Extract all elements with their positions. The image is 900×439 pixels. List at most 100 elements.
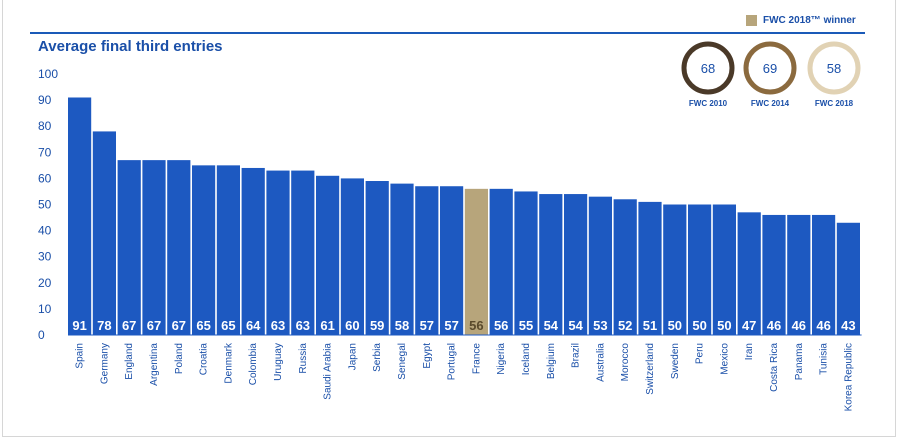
y-tick-label-0: 0 xyxy=(38,328,45,342)
bar-value-portugal: 57 xyxy=(444,318,458,333)
ring-label-2: FWC 2014 xyxy=(751,99,790,108)
y-tick-label-80: 80 xyxy=(38,119,52,133)
bar-costa-rica xyxy=(762,214,786,335)
bar-value-england: 67 xyxy=(122,318,136,333)
header-divider xyxy=(30,32,865,34)
bar-value-costa-rica: 46 xyxy=(767,318,781,333)
bar-spain xyxy=(68,97,92,336)
category-label-tunisia: Tunisia xyxy=(819,343,830,375)
bar-serbia xyxy=(365,181,389,335)
bar-france xyxy=(464,188,488,335)
bar-value-uruguay: 63 xyxy=(271,318,285,333)
bar-value-korea-republic: 43 xyxy=(841,318,855,333)
category-label-nigeria: Nigeria xyxy=(496,343,507,375)
category-label-colombia: Colombia xyxy=(248,343,259,386)
y-tick-label-10: 10 xyxy=(38,302,52,316)
ring-value-2: 69 xyxy=(763,61,777,76)
bar-japan xyxy=(340,178,364,335)
category-label-iran: Iran xyxy=(744,343,755,360)
bar-value-switzerland: 51 xyxy=(643,318,657,333)
category-label-peru: Peru xyxy=(695,343,706,364)
category-label-korea-republic: Korea Republic xyxy=(843,343,854,411)
category-label-mexico: Mexico xyxy=(719,343,730,375)
bar-korea-republic xyxy=(836,222,860,335)
bar-peru xyxy=(688,204,712,335)
ring-value-1: 68 xyxy=(701,61,715,76)
bar-value-tunisia: 46 xyxy=(816,318,830,333)
category-label-argentina: Argentina xyxy=(149,343,160,386)
ring-label-3: FWC 2018 xyxy=(815,99,854,108)
category-label-uruguay: Uruguay xyxy=(273,343,284,381)
category-label-germany: Germany xyxy=(99,343,110,384)
bar-value-senegal: 58 xyxy=(395,318,409,333)
bar-argentina xyxy=(142,160,166,335)
category-label-england: England xyxy=(124,343,135,380)
bar-value-sweden: 50 xyxy=(668,318,682,333)
bar-value-serbia: 59 xyxy=(370,318,384,333)
bar-australia xyxy=(588,196,612,335)
y-tick-label-70: 70 xyxy=(38,145,52,159)
category-label-serbia: Serbia xyxy=(372,343,383,372)
category-label-switzerland: Switzerland xyxy=(645,343,656,395)
bar-value-iceland: 55 xyxy=(519,318,533,333)
bar-saudi-arabia xyxy=(316,175,340,335)
bar-senegal xyxy=(390,183,414,335)
bar-sweden xyxy=(663,204,687,335)
bar-russia xyxy=(291,170,315,335)
bar-value-iran: 47 xyxy=(742,318,756,333)
category-label-panama: Panama xyxy=(794,343,805,381)
category-label-sweden: Sweden xyxy=(670,343,681,379)
legend-swatch-winner xyxy=(746,15,757,26)
y-tick-label-30: 30 xyxy=(38,250,52,264)
category-label-denmark: Denmark xyxy=(223,342,234,384)
y-tick-label-50: 50 xyxy=(38,198,52,212)
bar-iran xyxy=(737,212,761,335)
bar-mexico xyxy=(712,204,736,335)
legend: FWC 2018™ winner xyxy=(746,15,856,26)
category-label-egypt: Egypt xyxy=(422,343,433,369)
bar-value-saudi-arabia: 61 xyxy=(320,318,334,333)
category-label-russia: Russia xyxy=(298,343,309,374)
bar-value-nigeria: 56 xyxy=(494,318,508,333)
y-tick-label-40: 40 xyxy=(38,224,52,238)
ring-label-1: FWC 2010 xyxy=(689,99,728,108)
bar-value-denmark: 65 xyxy=(221,318,235,333)
bar-nigeria xyxy=(489,188,513,335)
bar-value-japan: 60 xyxy=(345,318,359,333)
category-label-costa-rica: Costa Rica xyxy=(769,343,780,392)
bar-england xyxy=(117,160,141,335)
bar-belgium xyxy=(539,194,563,335)
bar-value-egypt: 57 xyxy=(420,318,434,333)
category-label-portugal: Portugal xyxy=(447,343,458,380)
bar-value-france: 56 xyxy=(469,318,483,333)
ring-value-3: 58 xyxy=(827,61,841,76)
bar-value-peru: 50 xyxy=(692,318,706,333)
bar-denmark xyxy=(216,165,240,335)
category-label-france: France xyxy=(471,343,482,375)
category-label-saudi-arabia: Saudi Arabia xyxy=(323,343,334,400)
bar-value-germany: 78 xyxy=(97,318,111,333)
ring-3 xyxy=(807,41,861,95)
bar-brazil xyxy=(564,194,588,335)
category-label-belgium: Belgium xyxy=(546,343,557,379)
bar-panama xyxy=(787,214,811,335)
bar-morocco xyxy=(613,199,637,335)
bar-value-russia: 63 xyxy=(296,318,310,333)
y-tick-label-100: 100 xyxy=(38,67,58,81)
bar-value-mexico: 50 xyxy=(717,318,731,333)
bar-switzerland xyxy=(638,201,662,335)
category-label-spain: Spain xyxy=(75,343,86,369)
bar-value-croatia: 65 xyxy=(196,318,210,333)
bar-portugal xyxy=(440,186,464,335)
category-label-iceland: Iceland xyxy=(521,343,532,375)
category-label-australia: Australia xyxy=(595,343,606,382)
ring-1 xyxy=(681,41,735,95)
bar-value-australia: 53 xyxy=(593,318,607,333)
bar-poland xyxy=(167,160,191,335)
bar-value-panama: 46 xyxy=(792,318,806,333)
bar-value-morocco: 52 xyxy=(618,318,632,333)
bar-croatia xyxy=(192,165,216,335)
chart-title: Average final third entries xyxy=(38,38,223,55)
